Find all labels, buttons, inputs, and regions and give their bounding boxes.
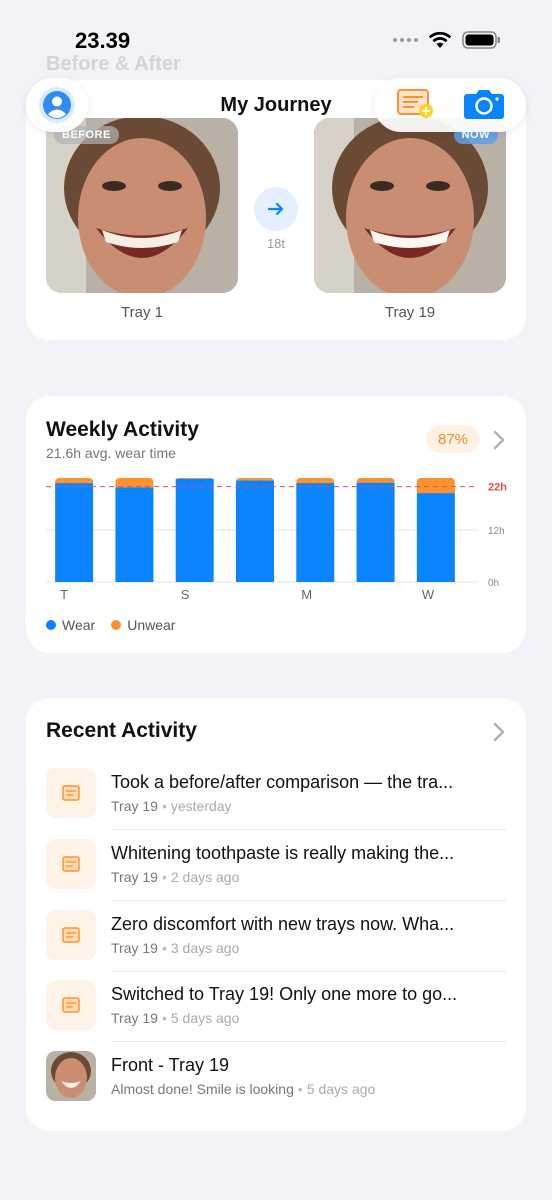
activity-meta: Tray 19 • 2 days ago <box>111 869 239 885</box>
note-icon <box>46 909 96 960</box>
bar-wear <box>296 483 335 582</box>
legend-unwear: Unwear <box>111 617 175 633</box>
y-tick-label: 12h <box>488 526 505 537</box>
activity-thumbnail <box>46 1051 96 1102</box>
section-title-ghost: Before & After <box>46 53 181 75</box>
legend-unwear-swatch <box>111 620 122 630</box>
activity-meta: Tray 19 • 5 days ago <box>111 1010 239 1026</box>
activity-tray: Tray 19 <box>111 798 158 814</box>
before-badge: BEFORE <box>54 126 119 144</box>
bar-wear <box>55 483 94 582</box>
wifi-icon <box>428 31 452 48</box>
meta-separator: • <box>161 1010 167 1027</box>
target-label: 22h <box>488 482 507 494</box>
bar-unwear <box>115 478 154 491</box>
activity-text: Switched to Tray 19! Only one more to go… <box>111 984 458 1005</box>
x-tick-label: W <box>422 587 435 602</box>
signal-icon <box>393 38 418 42</box>
status-bar: 23.39 <box>0 0 552 80</box>
bar-wear <box>115 487 154 582</box>
compare-duration: 18t <box>266 236 286 251</box>
legend-unwear-label: Unwear <box>127 617 176 633</box>
activity-text: Took a before/after comparison — the tra… <box>111 772 454 792</box>
chart-legend: Wear Unwear <box>46 617 175 633</box>
activity-row[interactable]: Took a before/after comparison — the tra… <box>46 768 506 838</box>
row-divider <box>111 899 506 901</box>
bar-wear <box>416 493 455 582</box>
row-divider <box>111 1041 506 1043</box>
activity-time: 5 days ago <box>306 1081 376 1098</box>
bar-wear <box>175 478 214 582</box>
activity-row[interactable]: Whitening toothpaste is really making th… <box>46 838 506 909</box>
activity-text: Zero discomfort with new trays now. Wha.… <box>111 913 455 934</box>
now-photo[interactable]: NOW <box>314 118 506 293</box>
page-title: My Journey <box>220 94 332 116</box>
activity-tray: Almost done! Smile is looking <box>111 1081 294 1098</box>
meta-separator: • <box>161 868 167 885</box>
person-icon <box>43 91 71 119</box>
profile-button[interactable] <box>26 78 88 132</box>
row-divider <box>111 829 506 830</box>
activity-time: 2 days ago <box>170 868 240 885</box>
row-divider <box>111 970 506 972</box>
battery-icon <box>462 31 500 49</box>
note-icon <box>46 838 96 889</box>
camera-button[interactable] <box>463 86 505 125</box>
activity-meta: Tray 19 • 3 days ago <box>111 940 239 956</box>
recent-activity-card <box>26 698 526 1131</box>
activity-text: Whitening toothpaste is really making th… <box>111 842 455 863</box>
avatar <box>39 87 75 123</box>
bar-wear <box>236 480 274 582</box>
activity-row[interactable]: Front - Tray 19 Almost done! Smile is loo… <box>46 1051 506 1121</box>
y-tick-label: 0h <box>488 578 499 589</box>
activity-meta: Tray 19 • yesterday <box>111 798 232 814</box>
x-tick-label: M <box>301 587 312 602</box>
chevron-right-icon[interactable] <box>492 722 506 742</box>
note-add-icon <box>396 88 433 118</box>
legend-wear-swatch <box>46 620 56 630</box>
activity-time: yesterday <box>170 798 232 814</box>
weekly-title: Weekly Activity <box>46 418 199 441</box>
meta-separator: • <box>161 939 167 956</box>
status-time: 23.39 <box>75 28 131 53</box>
note-icon <box>46 980 96 1031</box>
activity-tray: Tray 19 <box>111 1010 158 1027</box>
before-photo[interactable]: BEFORE <box>46 118 238 293</box>
meta-separator: • <box>297 1081 303 1098</box>
weekly-chart: T S M W 22h 0h 12h <box>46 478 507 602</box>
activity-time: 3 days ago <box>170 939 240 956</box>
weekly-subtitle: 21.6h avg. wear time <box>46 445 176 461</box>
status-icons <box>393 30 502 50</box>
activity-meta: Almost done! Smile is looking • 5 days ago <box>111 1081 375 1097</box>
legend-wear: Wear <box>46 617 95 633</box>
camera-icon <box>463 89 504 119</box>
nav-actions <box>374 78 526 132</box>
x-tick-label: T <box>60 587 68 602</box>
chevron-right-icon[interactable] <box>492 430 506 450</box>
x-tick-label: S <box>181 587 190 602</box>
activity-tray: Tray 19 <box>111 939 158 956</box>
before-caption: Tray 1 <box>121 304 163 321</box>
compare-button[interactable] <box>254 187 298 231</box>
activity-text: Front - Tray 19 <box>111 1055 230 1076</box>
activity-time: 5 days ago <box>170 1010 240 1027</box>
wear-percent-badge: 87% <box>426 425 480 453</box>
activity-tray: Tray 19 <box>111 868 158 885</box>
legend-wear-label: Wear <box>62 617 96 633</box>
now-caption: Tray 19 <box>384 304 436 321</box>
activity-row[interactable]: Zero discomfort with new trays now. Wha.… <box>46 909 506 980</box>
arrow-right-icon <box>267 202 284 216</box>
note-icon <box>46 768 96 818</box>
recent-title: Recent Activity <box>46 719 197 742</box>
add-note-button[interactable] <box>396 86 436 125</box>
bar-wear <box>356 482 395 582</box>
activity-row[interactable]: Switched to Tray 19! Only one more to go… <box>46 980 506 1050</box>
meta-separator: • <box>161 798 167 814</box>
